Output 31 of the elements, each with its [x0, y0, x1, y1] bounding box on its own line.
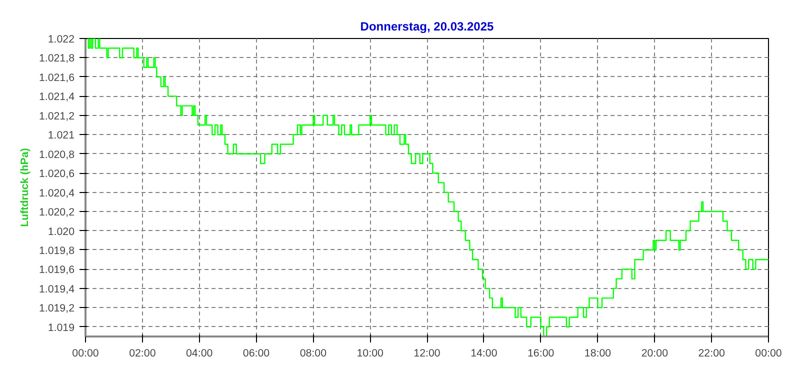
x-tick-label: 02:00 [129, 348, 156, 360]
y-tick-label: 1.019,8 [38, 244, 75, 257]
y-tick-label: 1.022 [48, 34, 75, 46]
chart-title: Donnerstag, 20.03.2025 [360, 20, 494, 34]
x-tick-label: 12:00 [414, 348, 440, 360]
y-tick-label: 1.019,4 [38, 283, 75, 296]
y-tick-label: 1.021,4 [38, 91, 75, 104]
x-tick-label: 10:00 [356, 348, 384, 360]
y-tick-label: 1.019,2 [38, 302, 75, 315]
x-tick-label: 14:00 [470, 348, 498, 360]
y-tick-label: 1.020,8 [38, 148, 75, 161]
y-tick-label: 1.020,6 [38, 168, 75, 180]
y-tick-label: 1.020 [48, 226, 75, 238]
y-tick-label: 1.021,6 [38, 72, 75, 84]
x-tick-label: 00:00 [72, 348, 99, 360]
y-tick-label: 1.019,6 [38, 264, 75, 276]
y-tick-label: 1.021,8 [38, 52, 75, 65]
y-tick-label: 1.021,2 [38, 110, 75, 122]
x-tick-label: 00:00 [755, 348, 782, 360]
x-tick-label: 20:00 [641, 348, 668, 360]
x-tick-label: 22:00 [698, 348, 725, 360]
y-tick-label: 1.020,2 [38, 206, 75, 219]
y-tick-label: 1.021 [48, 130, 75, 142]
x-tick-label: 04:00 [186, 348, 213, 360]
y-axis-title: Luftdruck (hPa) [18, 148, 31, 227]
x-tick-label: 16:00 [528, 348, 554, 360]
x-tick-label: 08:00 [300, 348, 327, 360]
x-tick-label: 06:00 [242, 348, 270, 360]
y-tick-label: 1.020,4 [38, 187, 75, 200]
y-tick-label: 1.019 [48, 322, 75, 334]
x-tick-label: 18:00 [584, 348, 612, 360]
